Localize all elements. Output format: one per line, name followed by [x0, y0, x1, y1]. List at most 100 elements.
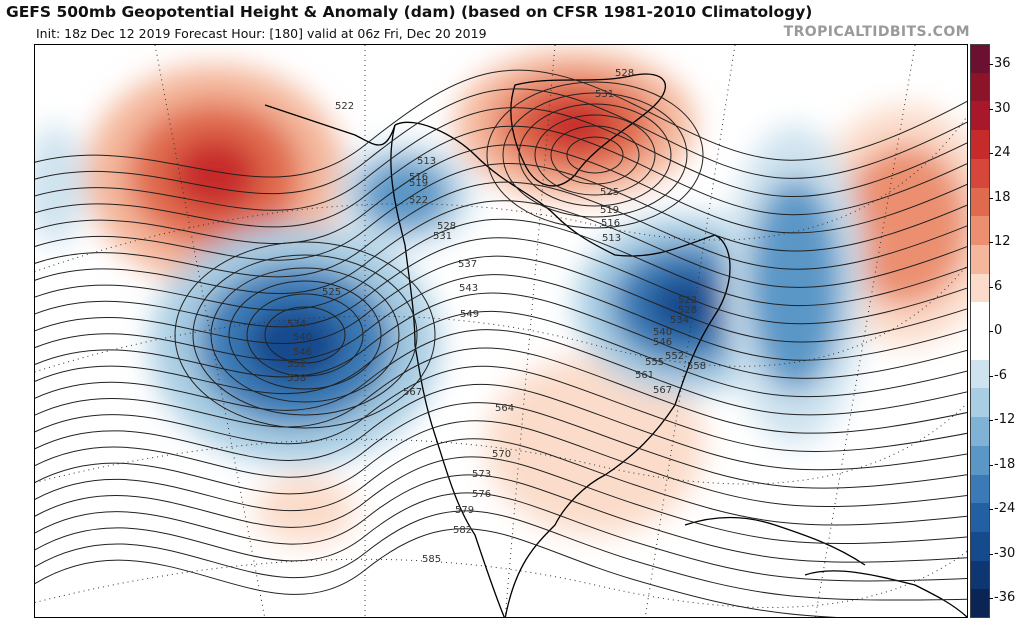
colorbar-swatch	[970, 503, 990, 533]
map-title: GEFS 500mb Geopotential Height & Anomaly…	[6, 3, 813, 21]
height-contour	[35, 456, 967, 545]
contour-label: 513	[417, 156, 436, 167]
colorbar-label: 30	[994, 100, 1011, 116]
contour-label: 576	[472, 489, 491, 500]
colorbar-frame	[970, 44, 990, 618]
contour-label: 525	[600, 187, 619, 198]
colorbar-tick	[989, 331, 993, 332]
colorbar-label: -6	[994, 367, 1007, 383]
colorbar-swatch	[970, 216, 990, 246]
contour-label: 519	[600, 205, 619, 216]
height-contour	[35, 255, 967, 344]
height-contour	[35, 474, 967, 563]
low-center-contour	[246, 293, 364, 377]
height-contour	[35, 181, 967, 278]
contour-label: 531	[433, 231, 452, 242]
height-contour	[35, 528, 837, 617]
height-contour	[35, 492, 967, 582]
height-contour	[35, 310, 967, 398]
contour-label: 513	[602, 233, 621, 244]
height-contour	[35, 218, 967, 311]
colorbar-tick	[989, 153, 993, 154]
colorbar-swatch	[970, 244, 990, 275]
map-canvas: 5225285315255195165135135165195225285315…	[35, 45, 967, 617]
height-contour	[35, 347, 967, 434]
nunavut-trough-anomaly	[358, 158, 452, 232]
colorbar-tick	[989, 375, 993, 377]
contour-label: 516	[409, 172, 428, 183]
colorbar-swatch	[970, 474, 990, 504]
height-contour	[35, 365, 967, 452]
height-contour	[35, 402, 967, 489]
contour-label: 531	[595, 89, 614, 100]
contour-label: 522	[678, 295, 697, 306]
contour-label: 567	[403, 387, 422, 398]
contour-label: 543	[459, 283, 478, 294]
low-center-contour	[210, 267, 400, 403]
contour-label: 537	[458, 259, 477, 270]
contour-label: 522	[409, 195, 428, 206]
colorbar-label: -18	[994, 456, 1016, 472]
contour-label: 522	[335, 101, 354, 112]
height-contour	[35, 163, 967, 261]
contour-label: 585	[422, 554, 441, 565]
height-contour	[35, 69, 967, 178]
low-center-contour	[192, 254, 418, 416]
height-contour	[35, 292, 967, 379]
colorbar-label: 12	[994, 234, 1011, 249]
atlantic-ridge-anomaly	[841, 144, 967, 306]
colorbar-swatch	[970, 359, 990, 389]
colorbar-swatch	[970, 531, 990, 562]
height-contour	[35, 383, 967, 471]
height-contour	[35, 144, 967, 245]
colorbar-swatch	[970, 445, 990, 475]
height-contour	[35, 88, 967, 195]
contour-label: 549	[460, 309, 479, 320]
height-contour	[35, 237, 967, 328]
contour-label: 561	[635, 370, 654, 381]
colorbar-tick	[989, 242, 993, 243]
height-contour	[35, 107, 967, 211]
colorbar-tick	[989, 286, 993, 288]
colorbar-tick	[989, 598, 993, 599]
colorbar-swatch	[970, 101, 990, 131]
colorbar-label: 36	[994, 56, 1011, 71]
colorbar-tick	[989, 553, 993, 555]
colorbar-swatch	[970, 44, 990, 74]
low-center-contour	[228, 280, 382, 390]
contour-label: 525	[322, 287, 341, 298]
low-center-contour	[486, 81, 704, 229]
height-contours	[35, 69, 967, 617]
low-center-contour	[550, 125, 640, 185]
anomaly-map: 522 528 531 525 519 516 513 513 516 519 522 528 531 5…	[34, 44, 968, 618]
height-contour	[35, 438, 967, 526]
low-center-contour	[264, 306, 346, 364]
colorbar-tick	[989, 197, 993, 199]
contour-label: 540	[293, 332, 312, 343]
low-center-contour	[518, 103, 672, 207]
height-contour	[35, 274, 967, 361]
contour-label: 528	[437, 221, 456, 232]
colorbar-label: 6	[994, 278, 1003, 294]
colorbar-tick	[989, 64, 993, 65]
contour-label: 570	[492, 449, 511, 460]
contour-label: 519	[409, 178, 428, 189]
contour-label: 558	[687, 361, 706, 372]
colorbar-label: -12	[994, 412, 1016, 427]
anomaly-colorbar: 36 30 24 18 12 6 0 -6 -12 -18 -24 -30 -36	[968, 44, 1024, 619]
map-subtitle: Init: 18z Dec 12 2019 Forecast Hour: [18…	[36, 26, 487, 41]
northeast-pacific-trough-anomaly	[245, 304, 345, 386]
contour-label: 567	[653, 385, 672, 396]
contour-labels: 5225285315255195165135135165195225285315…	[287, 68, 706, 565]
source-credit: TROPICALTIDBITS.COM	[783, 24, 970, 40]
colorbar-label: -36	[994, 590, 1016, 605]
contour-label: 552	[287, 359, 306, 370]
low-center-contour	[174, 241, 436, 429]
contour-label: 534	[287, 319, 306, 330]
colorbar-swatch	[970, 302, 990, 332]
colorbar-swatch	[970, 72, 990, 102]
contour-label: 555	[645, 357, 664, 368]
gulf-of-alaska-ridge-anomaly	[170, 137, 260, 213]
colorbar-swatch	[970, 388, 990, 418]
contour-label: 516	[601, 218, 620, 229]
